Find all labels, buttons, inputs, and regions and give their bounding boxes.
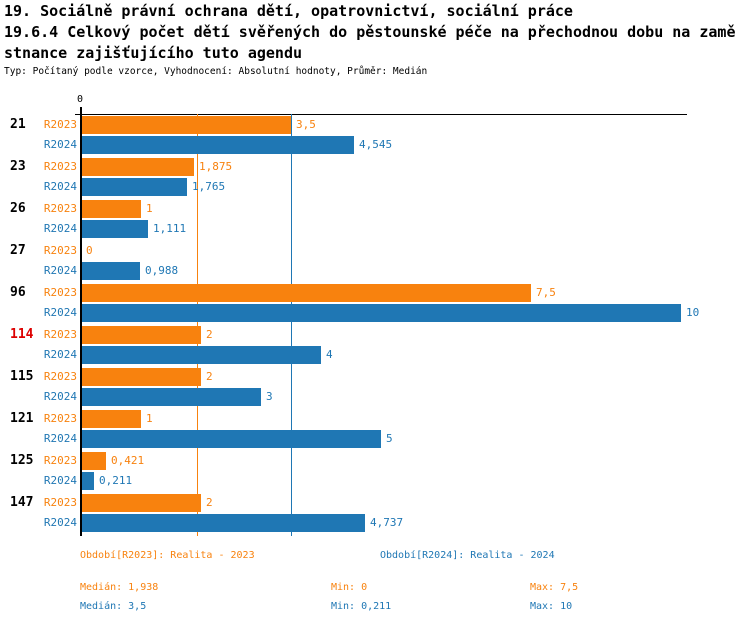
bar-R2024-121: [82, 430, 381, 448]
stat-median-r2024: Medián: 3,5: [80, 601, 147, 612]
report-title-line1: 19. Sociálně právní ochrana dětí, opatro…: [4, 2, 573, 20]
series-label-R2024-96: R2024: [43, 306, 77, 319]
series-label-R2023-114: R2023: [43, 328, 77, 341]
bar-R2024-147: [82, 514, 365, 532]
category-label-115: 115: [10, 369, 34, 384]
series-label-R2024-26: R2024: [43, 222, 77, 235]
bar-R2024-96: [82, 304, 681, 322]
value-label-R2024-26: 1,111: [153, 222, 187, 235]
bar-R2023-23: [82, 158, 194, 176]
value-label-R2023-114: 2: [206, 328, 213, 341]
stat-median-r2023: Medián: 1,938: [80, 582, 159, 593]
series-label-R2024-115: R2024: [43, 390, 77, 403]
category-label-147: 147: [10, 495, 34, 510]
bar-R2023-114: [82, 326, 201, 344]
series-label-R2024-27: R2024: [43, 264, 77, 277]
series-label-R2023-21: R2023: [43, 118, 77, 131]
series-label-R2023-115: R2023: [43, 370, 77, 383]
bar-R2023-21: [82, 116, 291, 134]
category-label-96: 96: [10, 285, 26, 300]
series-label-R2024-114: R2024: [43, 348, 77, 361]
bar-R2024-27: [82, 262, 140, 280]
series-label-R2024-125: R2024: [43, 474, 77, 487]
series-label-R2023-26: R2023: [43, 202, 77, 215]
value-label-R2024-21: 4,545: [359, 138, 393, 151]
legend-r2024: Období[R2024]: Realita - 2024: [380, 550, 555, 561]
category-label-125: 125: [10, 453, 34, 468]
series-label-R2024-121: R2024: [43, 432, 77, 445]
bar-R2023-115: [82, 368, 201, 386]
stat-min-r2023: Min: 0: [331, 582, 368, 593]
median-line-r2023: [197, 114, 198, 536]
bar-R2024-125: [82, 472, 94, 490]
series-label-R2024-21: R2024: [43, 138, 77, 151]
stat-max-r2024: Max: 10: [530, 601, 573, 612]
bar-R2024-21: [82, 136, 354, 154]
series-label-R2023-147: R2023: [43, 496, 77, 509]
y-axis-line: [80, 107, 82, 536]
bar-R2023-147: [82, 494, 201, 512]
series-label-R2023-121: R2023: [43, 412, 77, 425]
report-meta-line: Typ: Počítaný podle vzorce, Vyhodnocení:…: [4, 66, 428, 77]
bar-R2023-125: [82, 452, 106, 470]
category-label-26: 26: [10, 201, 26, 216]
value-label-R2023-96: 7,5: [536, 286, 556, 299]
bar-R2023-121: [82, 410, 141, 428]
value-label-R2024-114: 4: [326, 348, 333, 361]
report-title-line2: 19.6.4 Celkový počet dětí svěřených do p…: [4, 23, 736, 41]
series-label-R2023-23: R2023: [43, 160, 77, 173]
value-label-R2023-23: 1,875: [199, 160, 233, 173]
series-label-R2023-27: R2023: [43, 244, 77, 257]
category-label-27: 27: [10, 243, 26, 258]
bar-R2024-114: [82, 346, 321, 364]
series-label-R2023-96: R2023: [43, 286, 77, 299]
value-label-R2023-121: 1: [146, 412, 153, 425]
axis-zero-tick-label: 0: [77, 94, 84, 105]
category-label-121: 121: [10, 411, 34, 426]
stat-max-r2023: Max: 7,5: [530, 582, 579, 593]
value-label-R2023-115: 2: [206, 370, 213, 383]
value-label-R2024-27: 0,988: [145, 264, 179, 277]
stat-min-r2024: Min: 0,211: [331, 601, 392, 612]
legend-r2023: Období[R2023]: Realita - 2023: [80, 550, 255, 561]
category-label-114: 114: [10, 327, 34, 342]
bar-R2023-96: [82, 284, 531, 302]
median-line-r2024: [291, 114, 292, 536]
series-label-R2024-147: R2024: [43, 516, 77, 529]
report-title-line3: stnance zajišťujícího tuto agendu: [4, 44, 303, 62]
value-label-R2023-125: 0,421: [111, 454, 145, 467]
bar-R2024-23: [82, 178, 187, 196]
category-label-21: 21: [10, 117, 26, 132]
bar-R2024-26: [82, 220, 148, 238]
value-label-R2023-21: 3,5: [296, 118, 316, 131]
value-label-R2024-147: 4,737: [370, 516, 404, 529]
value-label-R2024-125: 0,211: [99, 474, 133, 487]
value-label-R2023-27: 0: [86, 244, 93, 257]
value-label-R2023-26: 1: [146, 202, 153, 215]
value-label-R2024-96: 10: [686, 306, 700, 319]
value-label-R2023-147: 2: [206, 496, 213, 509]
series-label-R2024-23: R2024: [43, 180, 77, 193]
bar-R2023-26: [82, 200, 141, 218]
bar-R2024-115: [82, 388, 261, 406]
category-label-23: 23: [10, 159, 26, 174]
x-axis-top-line: [75, 114, 687, 115]
value-label-R2024-121: 5: [386, 432, 393, 445]
value-label-R2024-115: 3: [266, 390, 273, 403]
value-label-R2024-23: 1,765: [192, 180, 226, 193]
series-label-R2023-125: R2023: [43, 454, 77, 467]
